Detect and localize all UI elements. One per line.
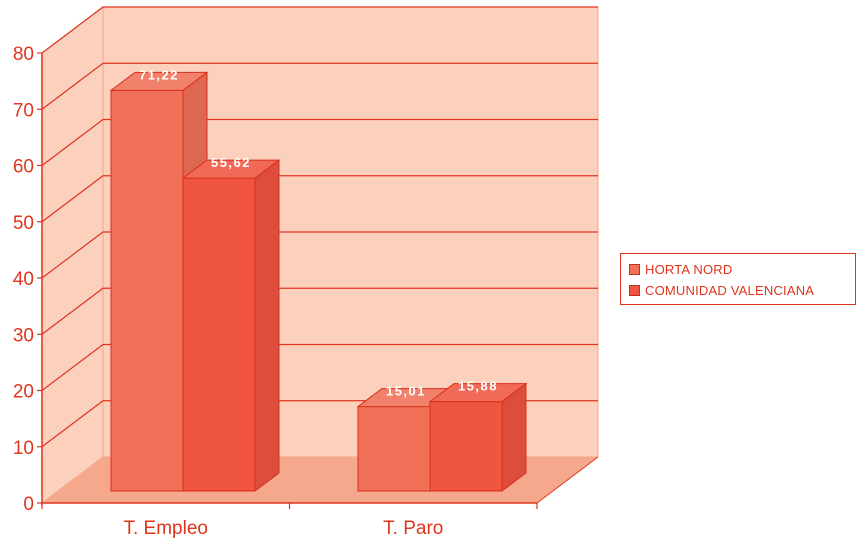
gridline bbox=[41, 343, 598, 391]
data-label: 15,01 bbox=[386, 384, 426, 399]
y-tick-label: 20 bbox=[13, 382, 34, 403]
bar-front bbox=[357, 406, 431, 492]
y-tick-labels: 0 10 20 30 40 50 60 70 80 bbox=[13, 44, 34, 515]
category-label: T. Paro bbox=[383, 518, 443, 539]
category-label: T. Empleo bbox=[124, 518, 208, 539]
floor-edge bbox=[536, 456, 599, 504]
bar-side bbox=[501, 382, 527, 492]
bar-side bbox=[254, 159, 280, 492]
gridline bbox=[41, 118, 598, 166]
gridline bbox=[41, 6, 598, 54]
legend-label-comunidad-valenciana: COMUNIDAD VALENCIANA bbox=[645, 283, 815, 298]
y-tick-label: 60 bbox=[13, 157, 34, 178]
gridline bbox=[41, 287, 598, 335]
data-label: 55,62 bbox=[211, 155, 251, 170]
bar-front bbox=[429, 401, 503, 492]
axes bbox=[37, 52, 538, 509]
y-tick-label: 70 bbox=[13, 100, 34, 121]
y-tick-label: 40 bbox=[13, 269, 34, 290]
category-labels: T. Empleo T. Paro bbox=[124, 518, 444, 539]
legend: HORTA NORD COMUNIDAD VALENCIANA bbox=[620, 253, 856, 305]
bars bbox=[109, 71, 528, 492]
y-tick-label: 80 bbox=[13, 44, 34, 65]
data-label: 71,22 bbox=[139, 67, 179, 82]
y-tick-label: 10 bbox=[13, 438, 34, 459]
legend-swatch-horta-nord bbox=[629, 264, 640, 275]
data-label: 15,88 bbox=[458, 379, 498, 394]
legend-item-horta-nord: HORTA NORD bbox=[629, 259, 855, 280]
gridline bbox=[41, 175, 598, 223]
bar-front bbox=[182, 177, 256, 492]
gridline bbox=[41, 231, 598, 279]
legend-swatch-comunidad-valenciana bbox=[629, 285, 640, 296]
bar-front bbox=[110, 89, 184, 492]
y-tick-label: 0 bbox=[23, 494, 34, 515]
y-tick-label: 50 bbox=[13, 213, 34, 234]
y-tick-label: 30 bbox=[13, 325, 34, 346]
data-labels: 71,22 55,62 15,01 15,88 bbox=[139, 67, 498, 399]
gridline bbox=[41, 62, 598, 110]
legend-item-comunidad-valenciana: COMUNIDAD VALENCIANA bbox=[629, 280, 855, 301]
legend-label-horta-nord: HORTA NORD bbox=[645, 262, 733, 277]
